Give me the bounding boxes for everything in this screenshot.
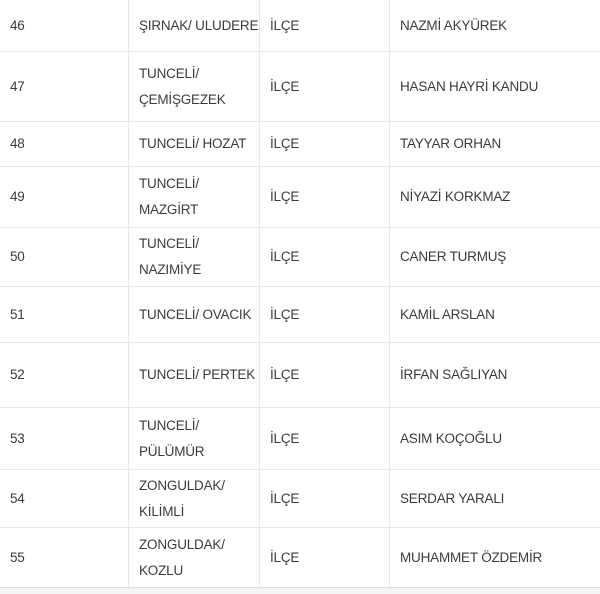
cell-type: İLÇE [260, 0, 390, 51]
cell-row-number: 52 [0, 343, 129, 407]
table-row: 47 TUNCELİ/ ÇEMİŞGEZEK İLÇE HASAN HAYRİ … [0, 52, 600, 122]
cell-row-number: 46 [0, 0, 129, 51]
cell-location: TUNCELİ/ NAZIMİYE [129, 228, 260, 286]
cell-row-number: 47 [0, 52, 129, 121]
cell-name: NİYAZİ KORKMAZ [400, 189, 511, 204]
cell-type: İLÇE [260, 470, 390, 527]
cell-type: İLÇE [260, 408, 390, 469]
cell-row-number: 51 [0, 287, 129, 342]
cell-location: TUNCELİ/ OVACIK [129, 287, 260, 342]
cell-row-number: 55 [0, 528, 129, 587]
cell-type: İLÇE [260, 287, 390, 342]
table-row: 51 TUNCELİ/ OVACIK İLÇE KAMİL ARSLAN [0, 287, 600, 343]
cell-name: ASIM KOÇOĞLU [400, 430, 502, 446]
table-row: 52 TUNCELİ/ PERTEK İLÇE İRFAN SAĞLIYAN [0, 343, 600, 408]
cell-row-number: 48 [0, 122, 129, 166]
cell-location: TUNCELİ/ PÜLÜMÜR [129, 408, 260, 469]
cell-location: ZONGULDAK/ KİLİMLİ [129, 470, 260, 527]
cell-type: İLÇE [260, 122, 390, 166]
cell-location: TUNCELİ/ HOZAT [129, 122, 260, 166]
cell-name: TAYYAR ORHAN [400, 136, 502, 151]
cell-name: CANER TURMUŞ [400, 249, 507, 264]
table-row: 54 ZONGULDAK/ KİLİMLİ İLÇE SERDAR YARALI [0, 470, 600, 528]
table-row: 48 TUNCELİ/ HOZAT İLÇE TAYYAR ORHAN [0, 122, 600, 167]
cell-location: TUNCELİ/ ÇEMİŞGEZEK [129, 52, 260, 121]
table-row: 53 TUNCELİ/ PÜLÜMÜR İLÇE ASIM KOÇOĞLU [0, 408, 600, 470]
cell-row-number: 54 [0, 470, 129, 527]
cell-name: MUHAMMET ÖZDEMİR [400, 549, 543, 565]
cell-row-number: 49 [0, 167, 129, 227]
cell-name: NAZMİ AKYÜREK [400, 17, 507, 33]
cell-type: İLÇE [260, 228, 390, 286]
partial-next-row [0, 588, 600, 594]
table-row: 55 ZONGULDAK/ KOZLU İLÇE MUHAMMET ÖZDEMİ… [0, 528, 600, 588]
cell-name: İRFAN SAĞLIYAN [400, 367, 508, 382]
cell-type: İLÇE [260, 343, 390, 407]
cell-type: İLÇE [260, 528, 390, 587]
cell-type: İLÇE [260, 52, 390, 121]
table-row: 50 TUNCELİ/ NAZIMİYE İLÇE CANER TURMUŞ [0, 228, 600, 287]
cell-location: ZONGULDAK/ KOZLU [129, 528, 260, 587]
cell-row-number: 53 [0, 408, 129, 469]
table-row: 49 TUNCELİ/ MAZGİRT İLÇE NİYAZİ KORKMAZ [0, 167, 600, 228]
cell-type: İLÇE [260, 167, 390, 227]
cell-name: KAMİL ARSLAN [400, 306, 495, 322]
cell-location: ŞIRNAK/ ULUDERE [129, 0, 260, 51]
cell-row-number: 50 [0, 228, 129, 286]
cell-location: TUNCELİ/ MAZGİRT [129, 167, 260, 227]
cell-name: HASAN HAYRİ KANDU [400, 78, 539, 94]
cell-location: TUNCELİ/ PERTEK [129, 343, 260, 407]
cell-name: SERDAR YARALI [400, 490, 505, 506]
table-row: 46 ŞIRNAK/ ULUDERE İLÇE NAZMİ AKYÜREK [0, 0, 600, 52]
